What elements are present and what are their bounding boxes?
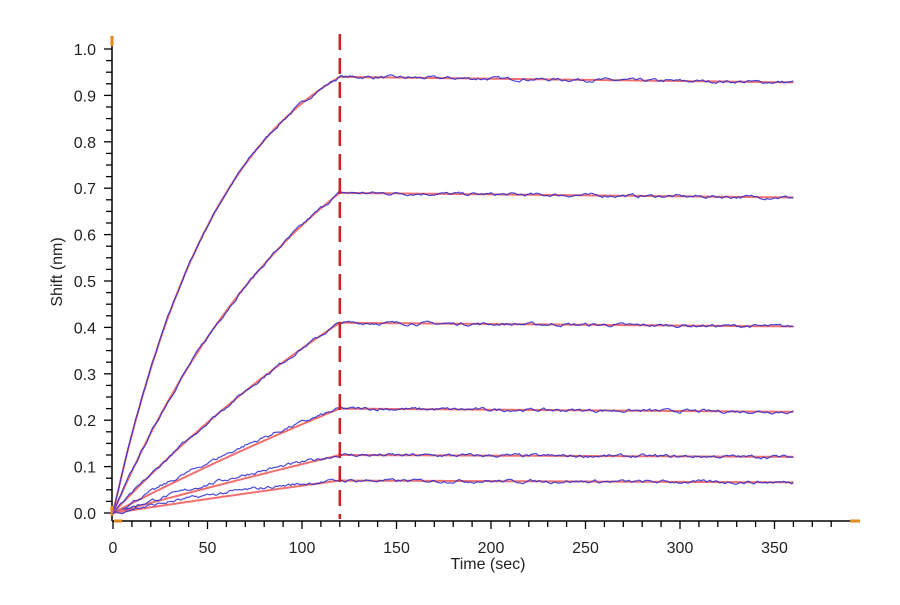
y-axis-label: Shift (nm) bbox=[49, 237, 66, 306]
y-tick-label: 0.7 bbox=[74, 181, 96, 198]
x-tick-label: 0 bbox=[109, 540, 118, 557]
axes: 0 50 100 150 200 250 300 350 0.0 0.1 0.2 0.3 0.4 0.5 0… bbox=[74, 36, 860, 557]
fit-curve-conc-6 bbox=[112, 479, 794, 514]
x-tick-label: 100 bbox=[289, 540, 316, 557]
x-tick-label: 150 bbox=[383, 540, 410, 557]
data-curve-conc-2 bbox=[112, 190, 794, 515]
x-axis-label: Time (sec) bbox=[451, 556, 526, 573]
fit-curve-conc-3 bbox=[112, 321, 794, 514]
y-tick-label: 0.3 bbox=[74, 367, 96, 384]
y-tick-label: 1.0 bbox=[74, 42, 96, 59]
x-tick-label: 200 bbox=[478, 540, 505, 557]
data-curve-conc-5 bbox=[112, 452, 794, 514]
fit-curve-conc-2 bbox=[112, 191, 794, 514]
x-tick-label: 300 bbox=[667, 540, 694, 557]
x-tick-label: 250 bbox=[572, 540, 599, 557]
data-curve-conc-1 bbox=[112, 74, 794, 515]
y-tick-label: 0.0 bbox=[74, 506, 96, 523]
fit-curve-conc-1 bbox=[112, 75, 794, 514]
y-tick-label: 0.2 bbox=[74, 413, 96, 430]
y-tick-label: 0.6 bbox=[74, 228, 96, 245]
y-tick-label: 0.5 bbox=[74, 274, 96, 291]
data-curve-conc-6 bbox=[112, 477, 794, 515]
y-tick-label: 0.8 bbox=[74, 135, 96, 152]
y-tick-label: 0.9 bbox=[74, 88, 96, 105]
curves bbox=[112, 74, 794, 515]
y-tick-label: 0.1 bbox=[74, 460, 96, 477]
data-curve-conc-3 bbox=[112, 320, 794, 514]
fit-curve-conc-4 bbox=[112, 407, 794, 514]
y-tick-label: 0.4 bbox=[74, 320, 96, 337]
x-tick-label: 50 bbox=[199, 540, 217, 557]
data-curve-conc-4 bbox=[112, 406, 794, 514]
x-tick-label: 350 bbox=[761, 540, 788, 557]
